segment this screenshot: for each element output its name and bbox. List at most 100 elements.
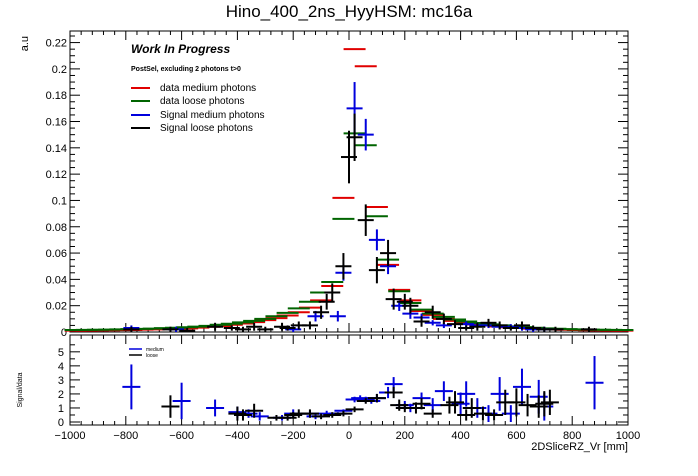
top-y-tick-label: 0.14 — [46, 143, 67, 155]
ratio-point-loose — [384, 386, 403, 399]
top-point-signal-loose-photons — [525, 325, 542, 331]
ratio-point-loose — [345, 406, 364, 413]
top-y-tick-label: 0.1 — [52, 195, 67, 207]
top-y-axis: 0 0.02 0.04 0.06 0.08 0.1 0.12 0.14 0.16 0.18 0.2 0… — [46, 35, 628, 339]
ratio-legend-label-medium: medium — [146, 347, 164, 353]
top-series-signal-loose-photons — [123, 113, 597, 332]
top-point-signal-loose-photons — [513, 321, 530, 330]
top-point-signal-loose-photons — [491, 321, 508, 330]
top-point-signal-medium-photons — [424, 320, 441, 326]
top-point-signal-loose-photons — [257, 326, 274, 332]
top-point-signal-loose-photons — [234, 326, 251, 332]
x-tick-label: 1000 — [616, 430, 640, 442]
x-tick-label: 400 — [451, 430, 469, 442]
top-point-signal-loose-photons — [123, 326, 140, 332]
ratio-series-loose — [161, 386, 559, 421]
ratio-y-tick-label: 4 — [58, 361, 64, 373]
top-point-signal-loose-photons — [413, 316, 430, 327]
top-point-signal-loose-photons — [380, 239, 397, 267]
top-point-signal-loose-photons — [385, 288, 402, 310]
top-point-signal-loose-photons — [179, 328, 196, 332]
top-y-tick-label: 0.08 — [46, 222, 67, 234]
top-y-tick-label: 0.04 — [46, 274, 67, 286]
top-point-signal-loose-photons — [324, 283, 341, 302]
top-point-signal-loose-photons — [458, 325, 475, 331]
ratio-point-medium — [585, 356, 604, 410]
chart-title: Hino_400_2ns_HyyHSM: mc16a — [226, 2, 473, 21]
ratio-point-loose — [446, 391, 465, 414]
top-point-signal-loose-photons — [368, 257, 385, 284]
top-point-signal-medium-photons — [368, 229, 385, 251]
selection-label: PostSel, excluding 2 photons t>0 — [131, 66, 241, 73]
ratio-point-medium — [172, 382, 191, 420]
ratio-point-medium — [512, 368, 531, 406]
top-point-signal-loose-photons — [435, 313, 452, 325]
top-y-tick-label: 0 — [61, 327, 67, 339]
top-point-signal-medium-photons — [329, 310, 346, 322]
ratio-point-loose — [412, 398, 431, 410]
x-tick-label: −600 — [169, 430, 194, 442]
top-point-signal-loose-photons — [424, 305, 441, 319]
top-y-tick-label: 0.18 — [46, 90, 67, 102]
ratio-panel: 0 1 2 3 4 5 −1000 −800 −600 −400 −200 0 200 400 600 80… — [17, 334, 640, 453]
x-tick-label: −800 — [113, 430, 138, 442]
top-panel: 0 0.02 0.04 0.06 0.08 0.1 0.12 0.14 0.16 0.18 0.2 0… — [19, 30, 634, 339]
top-point-signal-loose-photons — [223, 325, 240, 331]
ratio-point-loose — [367, 393, 386, 403]
x-tick-label: 600 — [507, 430, 525, 442]
top-point-signal-loose-photons — [246, 322, 263, 331]
top-y-label: a.u — [19, 36, 31, 51]
ratio-point-loose — [334, 410, 353, 417]
top-point-signal-loose-photons — [469, 322, 486, 331]
top-y-tick-label: 0.02 — [46, 301, 67, 313]
ratio-point-loose — [161, 395, 180, 418]
x-axis-label: 2DSliceRZ_Vr [mm] — [531, 441, 628, 453]
legend-label-data-medium: data medium photons — [160, 83, 256, 94]
ratio-point-loose — [233, 409, 252, 421]
top-point-signal-loose-photons — [313, 305, 330, 319]
ratio-point-loose — [423, 409, 442, 418]
ratio-point-loose — [518, 393, 537, 417]
ratio-y-tick-label: 3 — [58, 375, 64, 387]
legend-label-data-loose: data loose photons — [160, 96, 245, 107]
top-point-signal-loose-photons — [335, 253, 352, 280]
x-tick-label: −400 — [225, 430, 250, 442]
ratio-y-tick-label: 1 — [58, 403, 64, 415]
ratio-point-loose — [300, 409, 319, 418]
top-point-signal-loose-photons — [480, 318, 497, 327]
x-tick-label: 800 — [563, 430, 581, 442]
ratio-point-medium — [457, 381, 476, 407]
work-in-progress-label: Work In Progress — [131, 42, 230, 56]
ratio-plot-area — [122, 356, 604, 422]
top-point-signal-loose-photons — [357, 204, 374, 236]
ratio-point-loose — [473, 406, 492, 421]
ratio-point-loose — [462, 398, 481, 418]
top-y-tick-label: 0.12 — [46, 169, 67, 181]
top-y-tick-label: 0.06 — [46, 248, 67, 260]
top-point-signal-medium-photons — [357, 118, 374, 151]
ratio-point-medium — [206, 399, 225, 417]
ratio-x-axis: −1000 −800 −600 −400 −200 0 200 400 600 800 1000 — [55, 335, 640, 442]
top-point-signal-loose-photons — [447, 320, 464, 329]
ratio-point-loose — [245, 403, 264, 418]
top-point-signal-loose-photons — [580, 326, 597, 332]
ratio-point-loose — [507, 388, 526, 417]
top-point-signal-loose-photons — [346, 113, 363, 161]
ratio-legend: medium loose — [129, 347, 164, 359]
top-y-tick-label: 0.22 — [46, 38, 67, 50]
ratio-legend-label-loose: loose — [146, 353, 158, 359]
ratio-y-axis: 0 1 2 3 4 5 — [58, 344, 628, 429]
top-y-tick-label: 0.2 — [52, 64, 67, 76]
ratio-point-loose — [485, 409, 504, 421]
top-plot-area — [64, 48, 634, 332]
x-tick-label: 0 — [346, 430, 352, 442]
top-point-signal-loose-photons — [547, 326, 564, 332]
top-point-signal-loose-photons — [207, 322, 224, 331]
top-legend: data medium photons data loose photons S… — [131, 83, 265, 134]
top-y-tick-label: 0.16 — [46, 117, 67, 129]
top-point-signal-loose-photons — [162, 326, 179, 332]
ratio-y-tick-label: 5 — [58, 347, 64, 359]
x-tick-label: −200 — [281, 430, 306, 442]
ratio-y-label: Signal/data — [17, 372, 24, 407]
